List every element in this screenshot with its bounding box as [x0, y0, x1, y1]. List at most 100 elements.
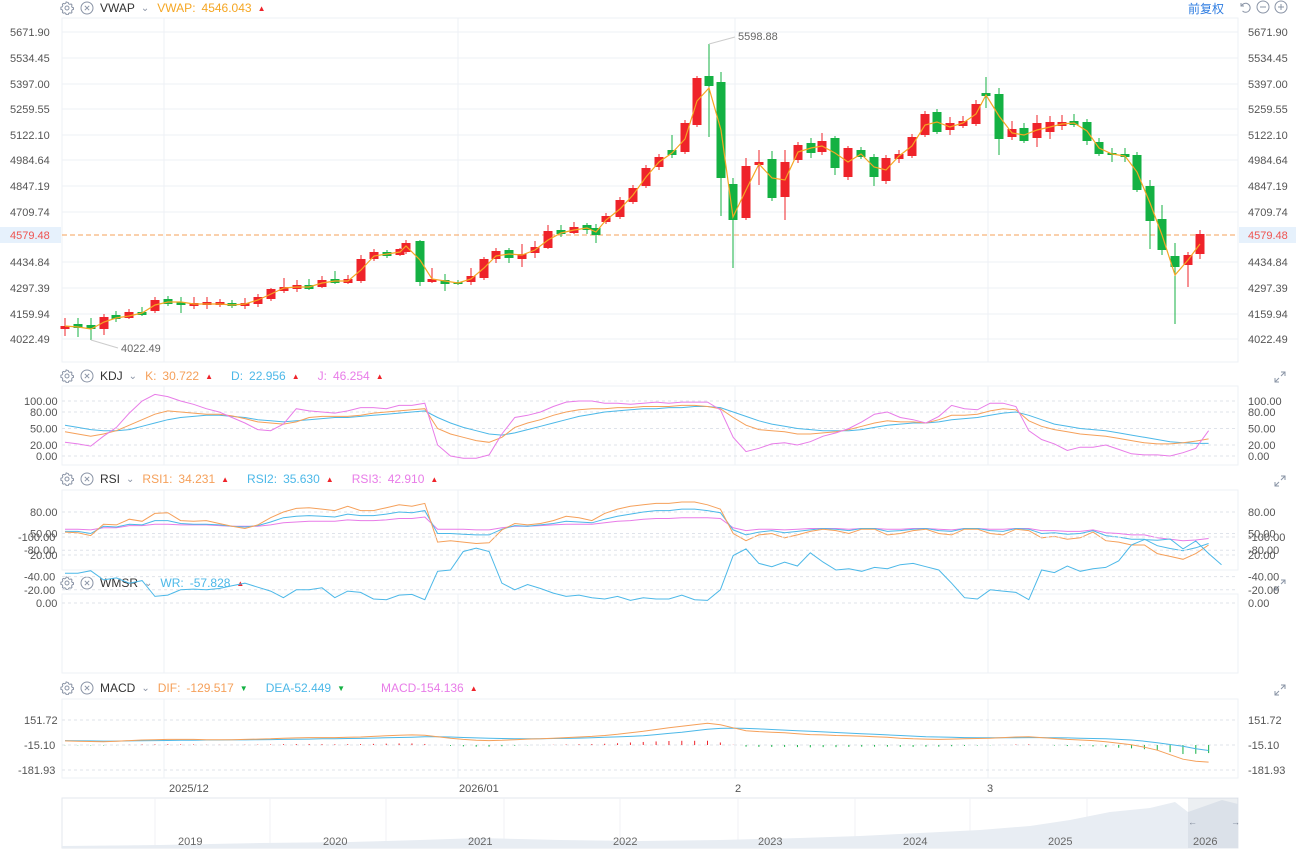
settings-icon[interactable] [60, 1, 74, 15]
d-label: D: [231, 369, 244, 383]
zoom-in-icon[interactable] [1274, 0, 1288, 17]
undo-icon[interactable] [1238, 0, 1252, 17]
svg-text:2025: 2025 [1048, 836, 1072, 848]
trend-up-icon: ▲ [257, 3, 266, 13]
trend-up-icon: ▲ [291, 371, 300, 381]
svg-text:2020: 2020 [323, 836, 347, 848]
k-value: 30.722 [162, 369, 200, 383]
k-label: K: [145, 369, 157, 383]
j-label: J: [317, 369, 327, 383]
indicator-name: KDJ [100, 369, 123, 383]
trend-up-icon: ▲ [221, 474, 230, 484]
svg-text:80.00: 80.00 [30, 407, 58, 419]
svg-text:4434.84: 4434.84 [1248, 257, 1288, 269]
svg-text:100.00: 100.00 [24, 396, 58, 408]
svg-text:-100.00: -100.00 [18, 532, 55, 544]
rsi3-value: 42.910 [387, 472, 425, 486]
svg-text:0.00: 0.00 [36, 598, 57, 610]
svg-text:50.00: 50.00 [1248, 424, 1276, 436]
zoom-out-icon[interactable] [1256, 0, 1270, 17]
adjust-mode-button[interactable]: 前复权 [1187, 1, 1224, 16]
trend-down-icon: ▼ [239, 683, 248, 693]
svg-text:2021: 2021 [468, 836, 492, 848]
svg-text:151.72: 151.72 [1248, 715, 1282, 727]
chevron-down-icon[interactable]: ⌄ [128, 370, 138, 382]
wmsr-legend: WMSR ⌄ WR: -57.828 ▲ [60, 575, 262, 591]
svg-text:4579.48: 4579.48 [1248, 230, 1288, 242]
svg-text:2026: 2026 [1193, 836, 1217, 848]
svg-text:3: 3 [987, 783, 993, 795]
j-value: 46.254 [333, 369, 370, 383]
svg-text:5122.10: 5122.10 [1248, 130, 1288, 142]
svg-text:4984.64: 4984.64 [10, 155, 50, 167]
svg-text:-80.00: -80.00 [24, 545, 55, 557]
svg-text:5259.55: 5259.55 [10, 104, 50, 116]
svg-text:4297.39: 4297.39 [1248, 283, 1288, 295]
svg-text:2026/01: 2026/01 [459, 783, 499, 795]
dea-value: -52.449 [290, 681, 332, 695]
indicator-name: RSI [100, 472, 121, 486]
trend-up-icon: ▲ [469, 683, 478, 693]
svg-text:20.00: 20.00 [30, 440, 58, 452]
svg-text:4022.49: 4022.49 [121, 343, 161, 355]
svg-text:80.00: 80.00 [1248, 507, 1276, 519]
svg-text:0.00: 0.00 [1248, 598, 1269, 610]
trend-up-icon: ▲ [375, 371, 384, 381]
trend-up-icon: ▲ [205, 371, 214, 381]
svg-text:4159.94: 4159.94 [10, 309, 50, 321]
close-icon[interactable] [80, 472, 94, 486]
svg-text:5397.00: 5397.00 [10, 79, 50, 91]
rsi2-label: RSI2: [247, 472, 278, 486]
d-value: 22.956 [249, 369, 286, 383]
vwap-value: 4546.043 [201, 1, 252, 15]
wr-label: WR: [160, 576, 184, 590]
vwap-label: VWAP: [157, 1, 196, 15]
trend-up-icon: ▲ [325, 474, 334, 484]
svg-text:5259.55: 5259.55 [1248, 104, 1288, 116]
svg-text:-181.93: -181.93 [18, 765, 55, 777]
dif-label: DIF: [157, 681, 181, 695]
svg-text:80.00: 80.00 [30, 507, 58, 519]
close-icon[interactable] [80, 681, 94, 695]
expand-rsi-icon[interactable] [1274, 474, 1286, 487]
macd-value: -154.136 [416, 681, 464, 695]
chevron-down-icon[interactable]: ⌄ [141, 682, 150, 694]
svg-text:-20.00: -20.00 [1248, 585, 1279, 597]
dif-value: -129.517 [186, 681, 234, 695]
expand-macd-icon[interactable] [1274, 683, 1286, 696]
svg-text:→: → [1231, 817, 1240, 827]
close-icon[interactable] [80, 1, 94, 15]
expand-wmsr-icon[interactable] [1274, 578, 1286, 591]
close-icon[interactable] [80, 369, 94, 383]
svg-text:5397.00: 5397.00 [1248, 79, 1288, 91]
svg-text:4709.74: 4709.74 [1248, 207, 1288, 219]
svg-text:5122.10: 5122.10 [10, 130, 50, 142]
settings-icon[interactable] [60, 576, 74, 590]
expand-kdj-icon[interactable] [1274, 370, 1286, 383]
svg-text:4434.84: 4434.84 [10, 257, 50, 269]
svg-text:2: 2 [735, 783, 741, 795]
indicator-name: VWAP [100, 1, 135, 15]
settings-icon[interactable] [60, 681, 74, 695]
svg-text:20.00: 20.00 [1248, 440, 1276, 452]
settings-icon[interactable] [60, 369, 74, 383]
kdj-legend: KDJ ⌄ K: 30.722 ▲ D: 22.956 ▲ J: 46.254 … [60, 368, 402, 384]
svg-text:20.00: 20.00 [30, 550, 58, 562]
chevron-down-icon[interactable]: ⌄ [140, 2, 150, 14]
macd-legend: MACD ⌄ DIF: -129.517 ▼ DEA -52.449 ▼ MAC… [60, 680, 496, 696]
svg-text:4847.19: 4847.19 [1248, 181, 1288, 193]
svg-text:4709.74: 4709.74 [10, 207, 50, 219]
settings-icon[interactable] [60, 472, 74, 486]
svg-text:4847.19: 4847.19 [10, 181, 50, 193]
svg-text:4297.39: 4297.39 [10, 283, 50, 295]
trend-up-icon: ▲ [236, 578, 245, 588]
svg-text:2019: 2019 [178, 836, 202, 848]
svg-text:5534.45: 5534.45 [10, 53, 50, 65]
svg-text:4159.94: 4159.94 [1248, 309, 1288, 321]
chevron-down-icon[interactable]: ⌄ [144, 577, 153, 589]
svg-text:50.00: 50.00 [1248, 529, 1276, 541]
svg-text:-15.10: -15.10 [1248, 740, 1279, 752]
rsi2-value: 35.630 [283, 472, 320, 486]
chevron-down-icon[interactable]: ⌄ [126, 473, 135, 485]
